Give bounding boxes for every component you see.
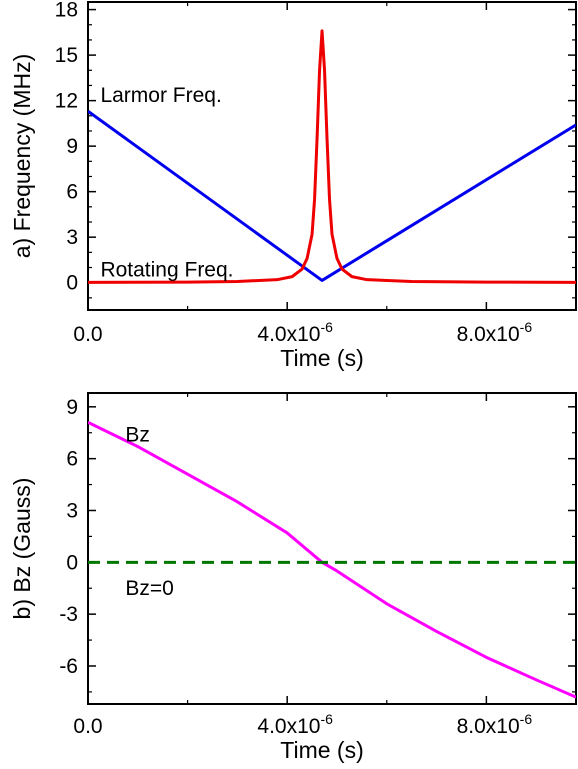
annotation-label: Bz=0 [125,577,173,600]
y-tick-label: 15 [55,44,78,67]
y-axis-title: a) Frequency (MHz) [9,54,35,258]
x-tick-label: 0.0 [73,323,102,346]
x-tick-label-mantissa: 8.0x10 [457,715,520,738]
x-axis-title: Time (s) [280,345,363,371]
x-tick-label: 4.0x10-6 [257,319,333,346]
x-tick-label: 8.0x10-6 [457,319,533,346]
y-axis-title: b) Bz (Gauss) [9,478,35,620]
y-tick-label: 3 [66,226,78,249]
x-tick-label-exponent: -6 [320,319,333,335]
y-tick-label: 18 [55,0,78,22]
x-tick-label-exponent: -6 [320,711,333,727]
x-tick-label: 8.0x10-6 [457,711,533,738]
y-tick-label: 6 [66,448,78,471]
x-tick-label: 0.0 [73,715,102,738]
y-tick-label: -6 [59,655,78,678]
series-group [88,421,576,699]
y-tick-label: 9 [66,396,78,419]
x-tick-label-exponent: -6 [520,711,533,727]
series-line-larmor-freq [88,110,576,282]
annotation-label: Larmor Freq. [100,84,221,107]
y-tick-label: 0 [66,272,78,295]
y-tick-label: 12 [55,90,78,113]
series-line-bz [88,421,576,699]
y-tick-label: 9 [66,135,78,158]
plot-frame [87,1,577,311]
x-tick-label-exponent: -6 [520,319,533,335]
x-tick-label: 4.0x10-6 [257,711,333,738]
annotation-label: Rotating Freq. [100,259,233,282]
y-tick-label: 0 [66,551,78,574]
x-tick-label-mantissa: 8.0x10 [457,323,520,346]
y-tick-label: 6 [66,181,78,204]
x-tick-label-mantissa: 4.0x10 [257,323,320,346]
y-tick-label: 3 [66,499,78,522]
series-line-rotating-freq [88,29,576,284]
annotation-label: Bz [125,423,150,446]
plot-frame [87,392,577,705]
x-tick-label-mantissa: 4.0x10 [257,715,320,738]
y-tick-label: -3 [59,603,78,626]
series-group [88,29,576,284]
x-axis-title: Time (s) [280,737,363,763]
